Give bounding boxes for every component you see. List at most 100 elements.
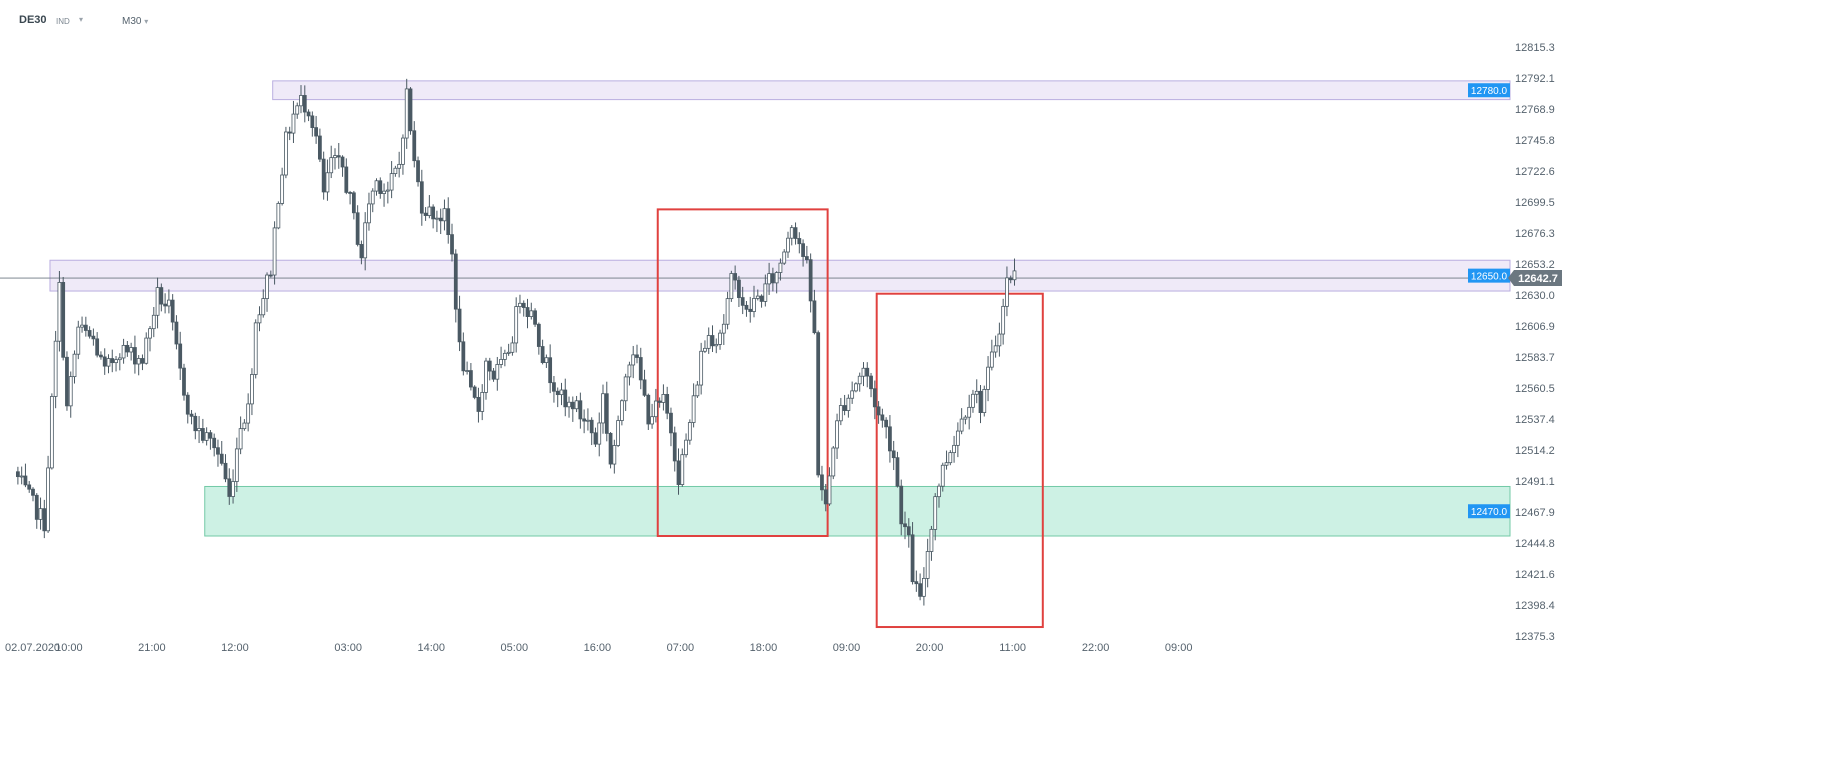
candle (820, 465, 824, 501)
candle (548, 344, 553, 394)
candle (83, 316, 88, 337)
candle-body (703, 347, 707, 352)
candle-body (616, 420, 620, 446)
candle (608, 432, 613, 469)
candle (971, 389, 975, 413)
resistance-upper (272, 80, 1511, 101)
candle-body (246, 403, 251, 424)
candle (174, 315, 179, 350)
candle (166, 289, 171, 314)
y-tick-label: 12583.7 (1515, 352, 1555, 364)
candle-body (27, 484, 32, 490)
candle (925, 538, 930, 588)
candle-body (38, 508, 43, 520)
timeframe-selector[interactable]: M30 ▾ (122, 16, 148, 27)
y-tick-label: 12722.6 (1515, 166, 1555, 178)
candle-body (510, 342, 515, 353)
candle-body (374, 180, 379, 192)
candle-body (544, 357, 549, 363)
candle-body (721, 323, 726, 334)
candle-body (423, 212, 428, 216)
candle-body (250, 374, 254, 405)
candle (578, 392, 583, 429)
instrument-type-label: IND (56, 17, 70, 26)
candle (725, 291, 730, 330)
candle-body (793, 227, 798, 239)
candle-body (302, 95, 307, 113)
candle (642, 369, 647, 397)
candle-body (355, 212, 360, 245)
candle-body (601, 393, 605, 424)
candle (646, 393, 651, 430)
level-tag: 12780.0 (1468, 83, 1510, 98)
candles-layer (15, 78, 1017, 606)
candle-body (159, 287, 164, 305)
candle (940, 462, 945, 492)
candle-body (204, 432, 209, 441)
candle-body (476, 396, 481, 412)
candle-body (620, 400, 624, 421)
candle (34, 493, 39, 529)
candle (95, 332, 100, 358)
candle-body (91, 335, 96, 340)
candle-body (200, 428, 205, 441)
candle (310, 111, 315, 137)
candle-body (359, 244, 364, 259)
candle-body (665, 394, 670, 414)
candle-body (495, 364, 500, 380)
candle-body (321, 158, 326, 193)
candle-body (450, 234, 454, 255)
candle-body (748, 308, 753, 312)
candle-body (193, 415, 198, 432)
y-tick-label: 12467.9 (1515, 507, 1555, 519)
candle (521, 300, 526, 317)
candle (653, 388, 658, 423)
candle (46, 455, 50, 533)
candle-body (567, 401, 571, 408)
candle-body (166, 299, 171, 307)
candle (869, 372, 873, 398)
candle (922, 567, 926, 606)
candle (1008, 275, 1013, 284)
candle (438, 208, 443, 235)
candle-body (989, 351, 994, 368)
candle-body (472, 386, 477, 398)
candle (461, 332, 466, 376)
candle-body (971, 393, 975, 408)
candle-body (529, 310, 534, 317)
candle (601, 384, 605, 434)
symbol-label[interactable]: DE30 (19, 14, 47, 26)
candle (193, 412, 198, 440)
candle-body (986, 366, 990, 390)
candle (763, 274, 768, 307)
candle-body (333, 155, 337, 159)
candle-body (838, 405, 843, 422)
candle (182, 363, 186, 401)
candle-body (718, 332, 722, 345)
candle (159, 283, 164, 312)
y-tick-label: 12398.4 (1515, 600, 1555, 612)
candle (287, 126, 292, 141)
candle-body (102, 356, 107, 367)
candle-body (642, 379, 647, 396)
candle (476, 387, 481, 423)
candle (250, 368, 254, 416)
candle-body (699, 350, 704, 386)
candle (525, 298, 530, 329)
candle-body (389, 173, 394, 191)
chevron-down-icon[interactable]: ▾ (79, 15, 84, 24)
candle (404, 78, 409, 149)
candle (684, 433, 688, 458)
candle (212, 433, 217, 457)
candle-body (442, 208, 447, 222)
candle (876, 401, 881, 424)
candle (38, 497, 43, 530)
candle (759, 294, 764, 308)
candle-body (261, 298, 266, 316)
candle (416, 156, 420, 187)
candle (185, 392, 190, 424)
candle-body (680, 454, 685, 485)
candle (333, 148, 337, 170)
candle (23, 463, 28, 488)
